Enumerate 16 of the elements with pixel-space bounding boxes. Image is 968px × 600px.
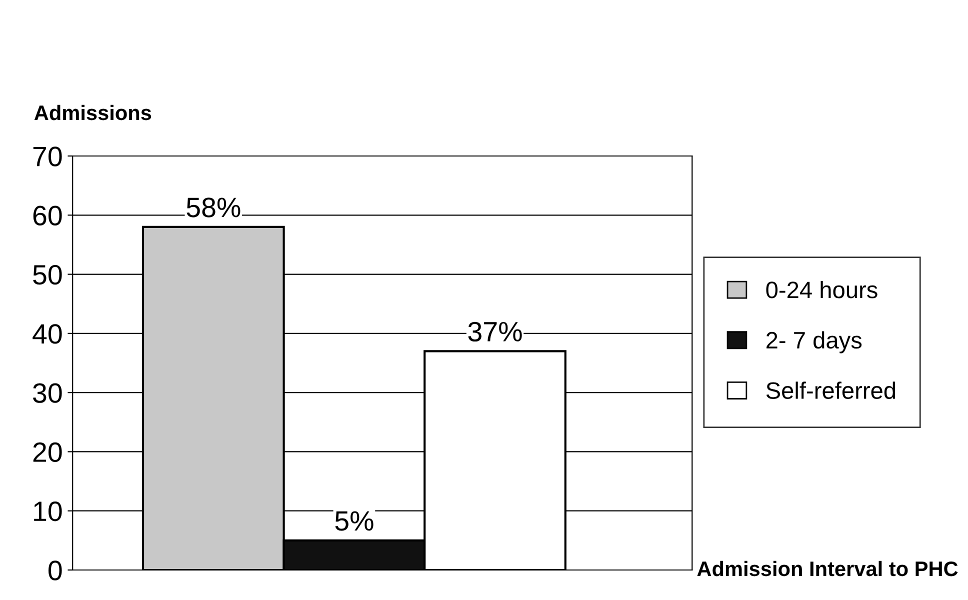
- y-tick-label: 60: [33, 206, 62, 226]
- y-tick-label: 20: [33, 442, 62, 462]
- data-label: 37%: [468, 322, 522, 342]
- y-tick-label: 40: [32, 324, 62, 344]
- y-tick-label: 10: [34, 502, 62, 522]
- data-label: 5%: [335, 511, 374, 531]
- data-label: 58%: [186, 198, 240, 218]
- x-axis-title: Admission Interval to PHC: [697, 560, 958, 576]
- y-tick-label: 50: [33, 264, 62, 285]
- legend-label: Self-referred: [766, 382, 896, 399]
- y-tick-label: 0: [48, 560, 62, 580]
- y-axis-title: Admissions: [34, 104, 152, 120]
- legend-label: 0-24 hours: [766, 280, 878, 298]
- y-tick-label: 30: [33, 383, 62, 403]
- legend-label: 2- 7 days: [766, 331, 862, 354]
- y-tick-label: 70: [33, 146, 62, 166]
